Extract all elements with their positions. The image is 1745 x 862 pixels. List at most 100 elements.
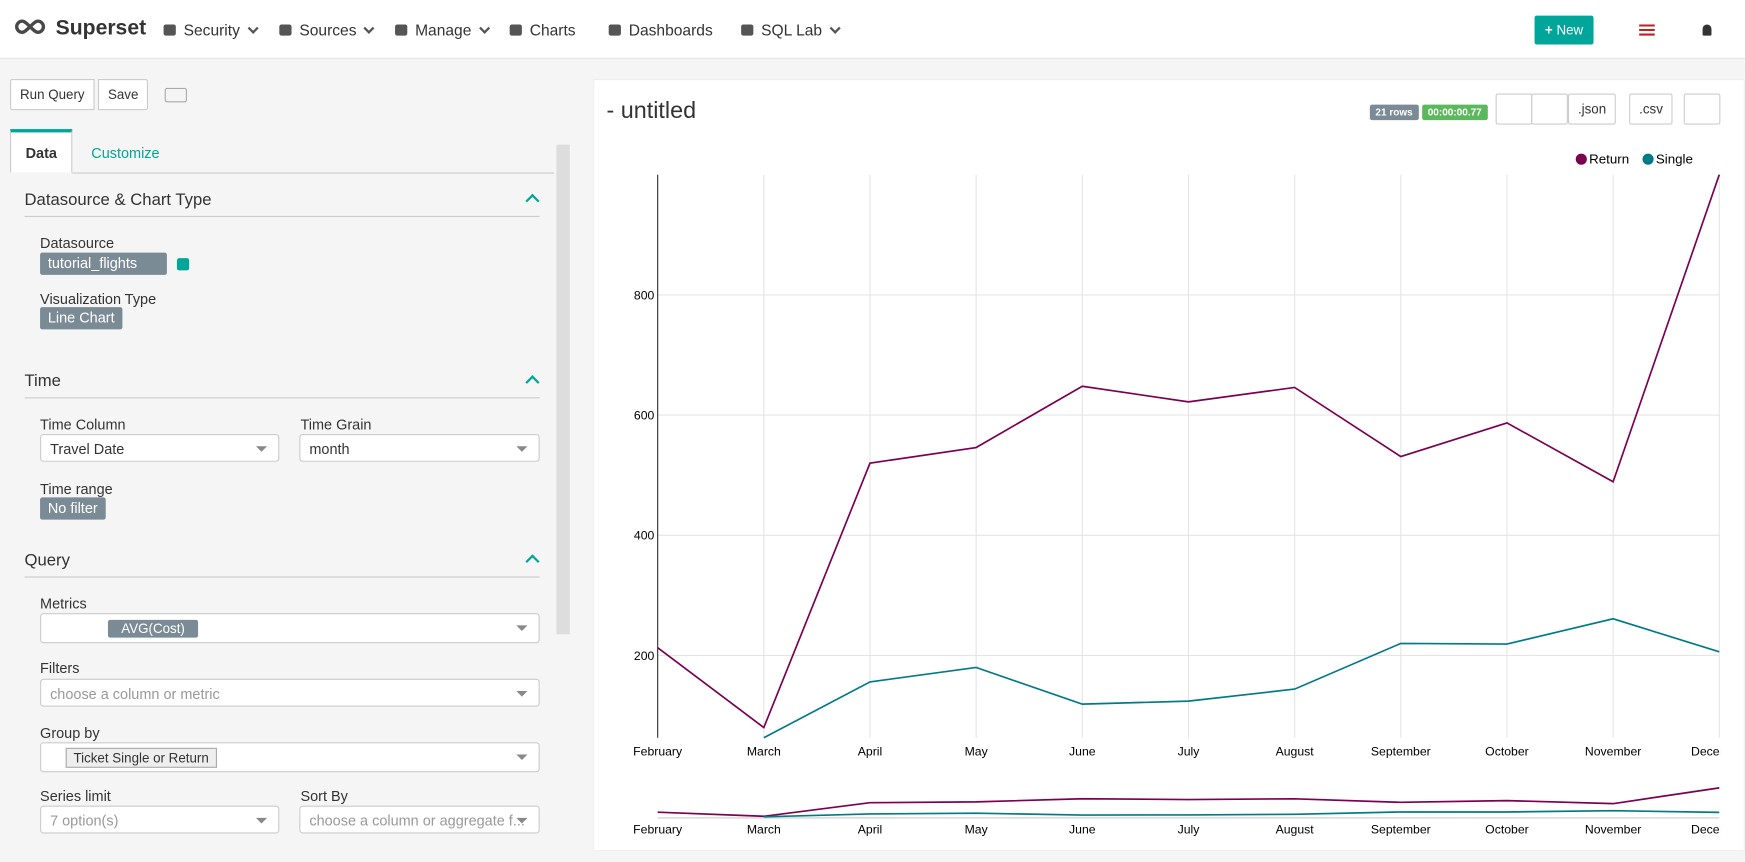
- legend-label: Return: [1589, 152, 1629, 167]
- series-line: [763, 617, 1720, 739]
- section-line: [24, 576, 540, 578]
- y-tick-label: 600: [634, 409, 655, 423]
- field-label: Time Column: [40, 416, 126, 433]
- embed-button[interactable]: [1531, 93, 1568, 125]
- groupby-tag: Ticket Single or Return: [65, 747, 217, 768]
- time-range-button[interactable]: No filter: [40, 497, 106, 520]
- legend-label: Single: [1656, 152, 1693, 167]
- filters-select[interactable]: choose a column or metric: [40, 678, 540, 707]
- nav-label: Security: [183, 21, 240, 39]
- tab-label[interactable]: Data: [25, 144, 57, 162]
- y-tick-label: 400: [634, 529, 655, 543]
- nav-item[interactable]: SQL Lab: [741, 21, 841, 39]
- time-column-select[interactable]: Travel Date: [40, 433, 280, 462]
- scrollbar[interactable]: [556, 144, 570, 635]
- x-tick-label: August: [1276, 745, 1315, 759]
- tab-active[interactable]: [10, 129, 73, 173]
- field-label: Group by: [40, 724, 100, 742]
- groupby-select[interactable]: Ticket Single or Return: [40, 742, 540, 773]
- x-tick-label: October: [1485, 745, 1529, 759]
- brand[interactable]: Superset: [55, 16, 147, 41]
- nav-item[interactable]: Security: [163, 21, 259, 39]
- brush-line: [763, 809, 1720, 818]
- placeholder: 7 option(s): [50, 812, 119, 830]
- nav-label: Charts: [529, 21, 576, 39]
- json-button[interactable]: .json: [1567, 93, 1617, 125]
- tab-border: [72, 172, 555, 174]
- placeholder: choose a column or aggregate f...: [309, 812, 525, 830]
- query-duration: 00:00:00.77: [1422, 104, 1488, 121]
- datasource-select[interactable]: tutorial_flights: [40, 252, 167, 275]
- nav-label: Dashboards: [628, 21, 713, 39]
- brush-x-tick-label: October: [1485, 822, 1529, 836]
- metrics-select[interactable]: AVG(Cost): [40, 613, 540, 644]
- collapse-icon[interactable]: [525, 375, 540, 390]
- legend-marker: [1575, 153, 1587, 165]
- brush-line: [657, 787, 1720, 818]
- x-tick-label: April: [858, 745, 882, 759]
- sort-by-select[interactable]: choose a column or aggregate f...: [299, 805, 540, 834]
- nav-item[interactable]: Sources: [279, 21, 375, 39]
- language-flag[interactable]: [1639, 24, 1655, 36]
- logo: [15, 19, 45, 34]
- metric-tag: AVG(Cost): [107, 619, 199, 638]
- section-line: [24, 215, 540, 217]
- field-label: Datasource: [40, 234, 115, 252]
- brush-x-tick-label: August: [1276, 822, 1315, 836]
- field-label: Time Grain: [300, 416, 372, 433]
- x-tick-label: July: [1178, 745, 1201, 759]
- viz-type-button[interactable]: Line Chart: [40, 307, 123, 330]
- chart-panel: [593, 79, 1745, 852]
- nav-label: SQL Lab: [761, 21, 823, 39]
- x-tick-label: March: [747, 745, 781, 759]
- nav-label: Manage: [415, 21, 472, 39]
- collapse-icon[interactable]: [525, 554, 540, 569]
- run-query-button[interactable]: Run Query: [10, 79, 95, 111]
- select-value: month: [309, 440, 350, 458]
- brush-x-tick-label: December: [1691, 822, 1720, 836]
- series-limit-select[interactable]: 7 option(s): [40, 805, 280, 834]
- y-tick-label: 800: [634, 288, 655, 302]
- keyboard-icon[interactable]: [164, 87, 187, 103]
- line-chart: 200 400 600 800 February February March March Ap…: [633, 152, 1721, 837]
- placeholder: choose a column or metric: [50, 685, 220, 703]
- nav-item[interactable]: Charts: [509, 21, 576, 39]
- add-datasource[interactable]: [176, 258, 190, 271]
- brush-x-tick-label: February: [633, 822, 683, 836]
- save-button[interactable]: Save: [97, 79, 149, 111]
- nav-item[interactable]: Manage: [395, 21, 490, 39]
- field-label: Series limit: [40, 787, 111, 805]
- time-grain-select[interactable]: month: [299, 433, 540, 462]
- row-count: 21 rows: [1369, 104, 1419, 121]
- field-label: Filters: [40, 659, 80, 677]
- brush-x-tick-label: June: [1069, 822, 1096, 836]
- csv-button[interactable]: .csv: [1629, 93, 1673, 125]
- field-label: Sort By: [300, 787, 348, 805]
- y-tick-label: 200: [634, 649, 655, 663]
- brush-x-tick-label: November: [1585, 822, 1641, 836]
- field-label: Visualization Type: [40, 290, 157, 308]
- nav-item[interactable]: Dashboards: [608, 21, 713, 39]
- tab-label[interactable]: Customize: [91, 144, 160, 162]
- section-title[interactable]: Time: [24, 371, 61, 391]
- new-button[interactable]: + New: [1534, 15, 1594, 45]
- x-tick-label: February: [633, 745, 683, 759]
- x-tick-label: June: [1069, 745, 1096, 759]
- collapse-icon[interactable]: [525, 193, 540, 208]
- section-title[interactable]: Query: [24, 550, 70, 570]
- x-tick-label: May: [965, 745, 989, 759]
- user-menu[interactable]: [1702, 24, 1712, 36]
- menu-button[interactable]: [1683, 93, 1721, 125]
- chart-title[interactable]: - untitled: [606, 97, 697, 124]
- section-title[interactable]: Datasource & Chart Type: [24, 190, 212, 210]
- field-label: Time range: [40, 480, 113, 498]
- brush-x-tick-label: May: [965, 822, 989, 836]
- brush-x-tick-label: September: [1371, 822, 1431, 836]
- brush-x-tick-label: March: [747, 822, 781, 836]
- navbar: Superset Security Sources Manage Charts …: [0, 0, 1745, 59]
- brush-x-tick-label: July: [1178, 822, 1201, 836]
- series-line: [657, 174, 1721, 729]
- field-label: Metrics: [40, 595, 87, 613]
